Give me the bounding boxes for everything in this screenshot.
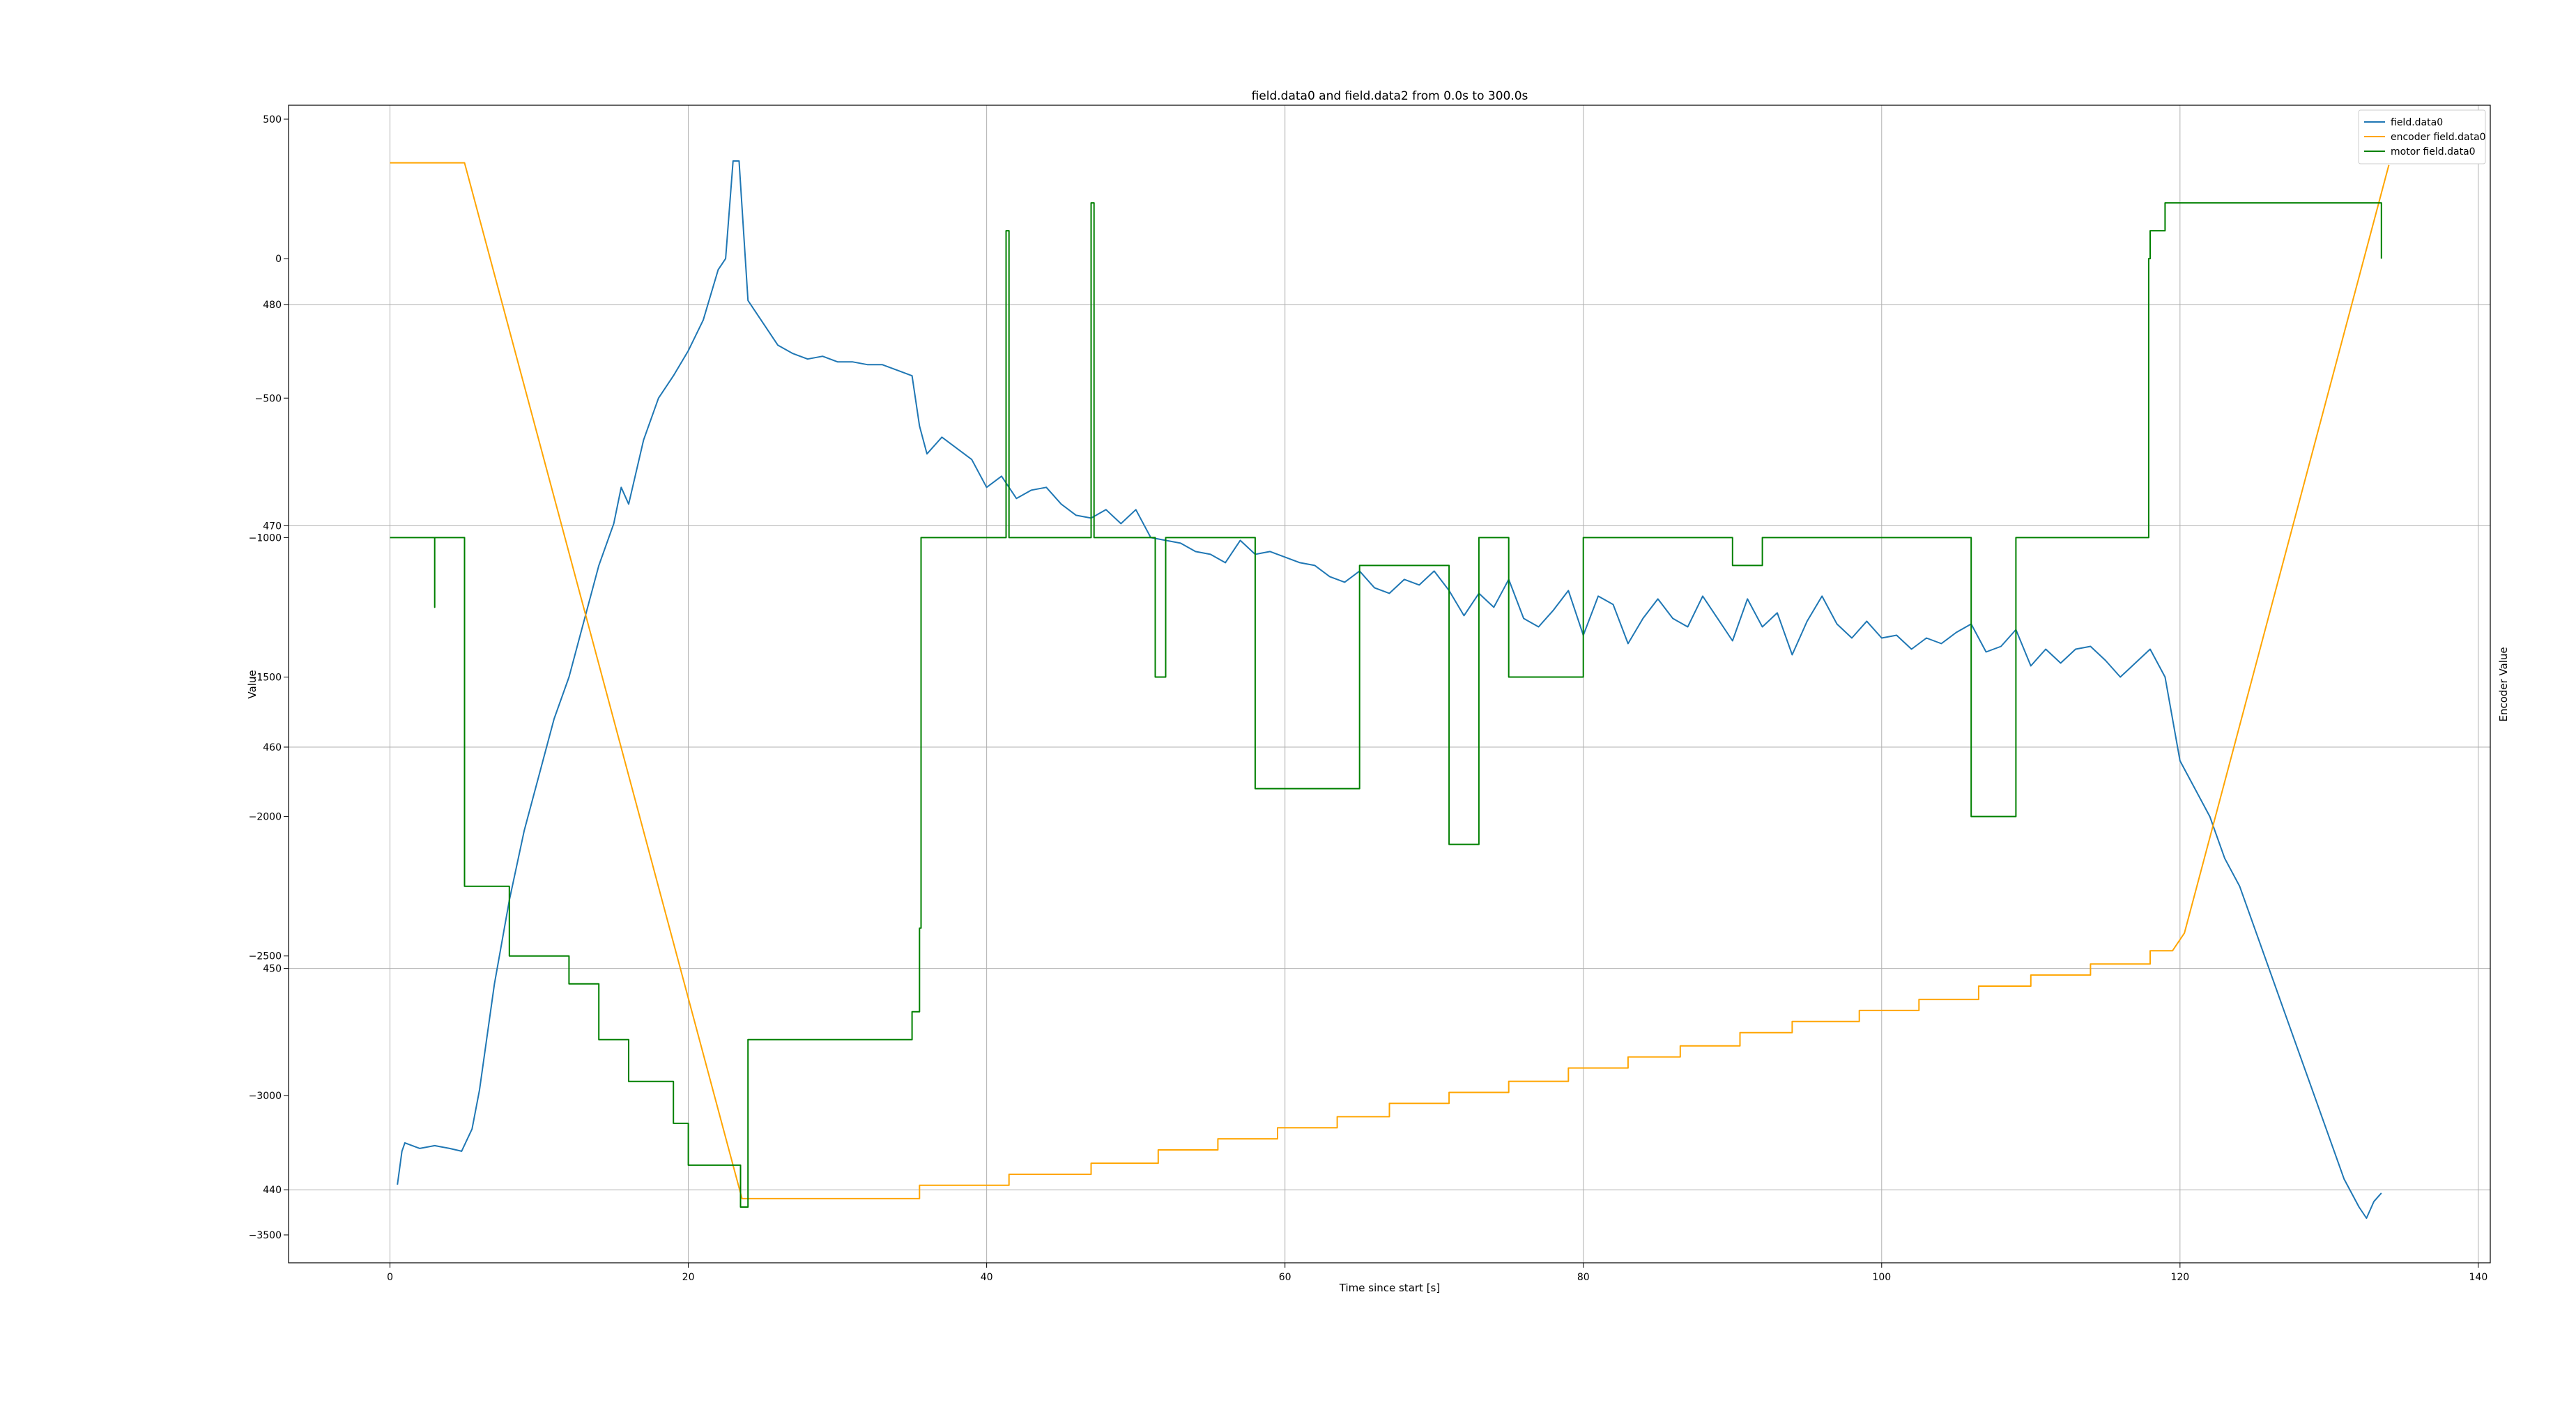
y-right-tick-label: 440 (263, 1185, 282, 1196)
y-right-tick-label: 450 (263, 964, 282, 975)
x-tick-label: 140 (2469, 1272, 2488, 1283)
axis-ticks: 0 20 40 60 80 100 120 140 500 0 −500 −1000 −1500 −200… (249, 114, 2488, 1283)
x-tick-label: 60 (1279, 1272, 1291, 1283)
plot-frame (288, 105, 2491, 1263)
x-tick-label: 20 (682, 1272, 695, 1283)
y-left-tick-label: −1500 (249, 672, 282, 683)
y-left-tick-label: −3000 (249, 1091, 282, 1102)
y-left-tick-label: −2500 (249, 951, 282, 962)
grid-lines (289, 105, 2490, 1263)
y-right-tick-label: 460 (263, 742, 282, 753)
series-line-3 (390, 202, 2382, 1208)
x-tick-label: 40 (981, 1272, 993, 1283)
x-tick-label: 80 (1577, 1272, 1590, 1283)
y-right-tick-label: 480 (263, 300, 282, 311)
series-line-2 (390, 162, 2390, 1199)
x-tick-label: 100 (1872, 1272, 1891, 1283)
y-right-tick-label: 470 (263, 521, 282, 532)
legend: field.data0 encoder field.data0 motor fiel… (2358, 109, 2486, 164)
x-axis-label: Time since start [s] (1339, 1282, 1440, 1294)
y-left-tick-label: 500 (263, 114, 282, 125)
x-tick-label: 120 (2170, 1272, 2189, 1283)
legend-box (2358, 109, 2486, 164)
x-tick-label: 0 (387, 1272, 393, 1283)
y-left-tick-label: −1000 (249, 532, 282, 544)
plot-series (390, 160, 2390, 1219)
y-axis-label-right: Encoder Value (2497, 647, 2510, 721)
legend-entry-label: encoder field.data0 (2391, 132, 2486, 143)
series-line-1 (397, 160, 2382, 1219)
chart-title: field.data0 and field.data2 from 0.0s to… (1252, 89, 1528, 103)
y-left-tick-label: −3500 (249, 1230, 282, 1241)
y-left-tick-label: −500 (255, 393, 282, 404)
legend-entry-label: field.data0 (2391, 117, 2443, 128)
y-axis-label-left: Value (246, 670, 259, 698)
y-left-tick-label: 0 (275, 254, 282, 265)
legend-entry-label: motor field.data0 (2391, 146, 2476, 158)
y-left-tick-label: −2000 (249, 812, 282, 823)
